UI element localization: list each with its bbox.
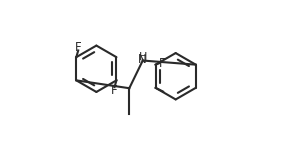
Text: N: N <box>138 53 147 66</box>
Text: F: F <box>75 41 82 54</box>
Text: F: F <box>111 84 118 97</box>
Text: H: H <box>139 52 148 62</box>
Text: F: F <box>159 57 166 70</box>
